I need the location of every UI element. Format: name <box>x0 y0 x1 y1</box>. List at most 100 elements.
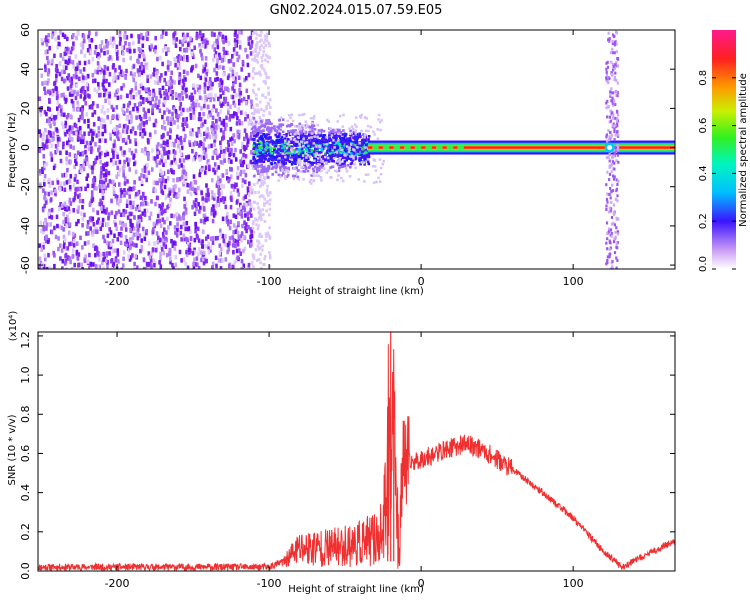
noise-cell <box>159 251 162 257</box>
stripe-cell <box>612 122 615 126</box>
stripe-cell <box>606 115 609 119</box>
noise-cell <box>222 101 225 107</box>
noise-cell <box>65 129 69 135</box>
noise-cell <box>186 107 189 113</box>
noise-cell <box>188 140 191 145</box>
blob-halo-cell <box>372 181 376 184</box>
noise-cell <box>68 178 71 184</box>
noise-cell <box>240 231 244 236</box>
noise-cell <box>145 261 149 267</box>
noise-cell <box>183 169 186 175</box>
noise-fringe-cell <box>256 53 259 57</box>
noise-cell <box>185 116 188 122</box>
noise-cell <box>201 201 205 207</box>
blob-cell <box>365 143 368 147</box>
noise-cell <box>244 116 247 122</box>
colorbar: 0.00.20.40.60.8 Normalized spectral ampl… <box>698 30 749 272</box>
noise-cell <box>145 201 149 206</box>
noise-cell <box>226 140 230 145</box>
noise-cell <box>163 146 166 151</box>
noise-fringe-cell <box>262 194 265 198</box>
noise-cell <box>48 107 52 112</box>
noise-cell <box>48 266 52 269</box>
blob-halo-cell <box>307 136 311 140</box>
noise-fringe-cell <box>252 32 255 36</box>
noise-cell <box>155 231 159 236</box>
noise-cell <box>132 77 135 83</box>
blob-cell <box>321 135 325 139</box>
noise-cell <box>122 152 126 158</box>
noise-cell <box>110 198 113 204</box>
noise-cell <box>237 208 241 214</box>
noise-cell <box>222 53 226 58</box>
noise-cell <box>216 39 219 44</box>
blob-halo-cell <box>309 178 313 182</box>
blob-cell <box>349 129 352 133</box>
noise-cell <box>197 202 200 207</box>
blob-cell <box>332 160 335 163</box>
noise-cell <box>111 114 115 120</box>
noise-cell <box>65 156 68 161</box>
noise-cell <box>76 135 80 140</box>
blob-cell <box>281 150 284 153</box>
noise-cell <box>116 95 120 101</box>
stripe-cell <box>613 116 616 120</box>
noise-fringe-cell <box>267 233 271 237</box>
noise-cell <box>214 77 217 82</box>
noise-cell <box>166 116 170 121</box>
blob-halo-cell <box>292 138 296 141</box>
noise-cell <box>103 110 106 115</box>
noise-cell <box>232 223 236 228</box>
blob-cell <box>264 142 268 145</box>
noise-cell <box>122 109 125 115</box>
noise-cell <box>113 233 116 238</box>
noise-cell <box>54 114 58 120</box>
noise-cell <box>203 103 206 109</box>
noise-cell <box>250 121 253 126</box>
noise-cell <box>146 74 149 80</box>
noise-cell <box>130 114 133 119</box>
noise-cell <box>118 159 122 165</box>
blob-cell <box>283 143 287 146</box>
noise-cell <box>58 224 61 229</box>
blob-halo-cell <box>285 146 289 150</box>
colorbar-label: Normalized spectral amplitude <box>738 73 749 227</box>
y-tick-label: 40 <box>19 62 32 76</box>
blob-cell <box>304 131 307 135</box>
blob-cell <box>324 159 327 163</box>
noise-fringe-cell <box>267 92 270 96</box>
noise-fringe-cell <box>257 110 260 114</box>
stripe-cell <box>613 237 616 241</box>
noise-cell <box>102 234 105 240</box>
noise-cell <box>152 72 155 77</box>
blob-cell <box>283 158 287 162</box>
noise-fringe-cell <box>255 223 258 227</box>
noise-cell <box>226 75 230 81</box>
noise-cell <box>224 35 228 41</box>
noise-cell <box>198 112 201 117</box>
stripe-cell <box>614 146 617 150</box>
noise-cell <box>122 256 125 261</box>
noise-fringe-cell <box>261 244 264 248</box>
noise-cell <box>146 78 149 83</box>
noise-fringe-cell <box>257 51 261 55</box>
blob-halo-cell <box>305 141 309 144</box>
noise-cell <box>118 123 121 129</box>
stripe-cell <box>610 190 613 194</box>
blob-cell <box>358 157 361 160</box>
blob-cell <box>331 131 335 134</box>
noise-cell <box>69 159 72 164</box>
blob-cell <box>329 166 332 169</box>
noise-cell <box>128 194 131 199</box>
noise-cell <box>200 257 203 263</box>
noise-cell <box>122 250 126 255</box>
noise-cell <box>99 174 103 179</box>
noise-cell <box>223 50 226 55</box>
noise-cell <box>158 76 162 81</box>
noise-cell <box>172 149 176 154</box>
blob-cell <box>347 144 351 148</box>
noise-cell <box>216 112 220 117</box>
noise-cell <box>204 244 207 249</box>
noise-cell <box>111 65 115 70</box>
noise-fringe-cell <box>268 56 271 60</box>
